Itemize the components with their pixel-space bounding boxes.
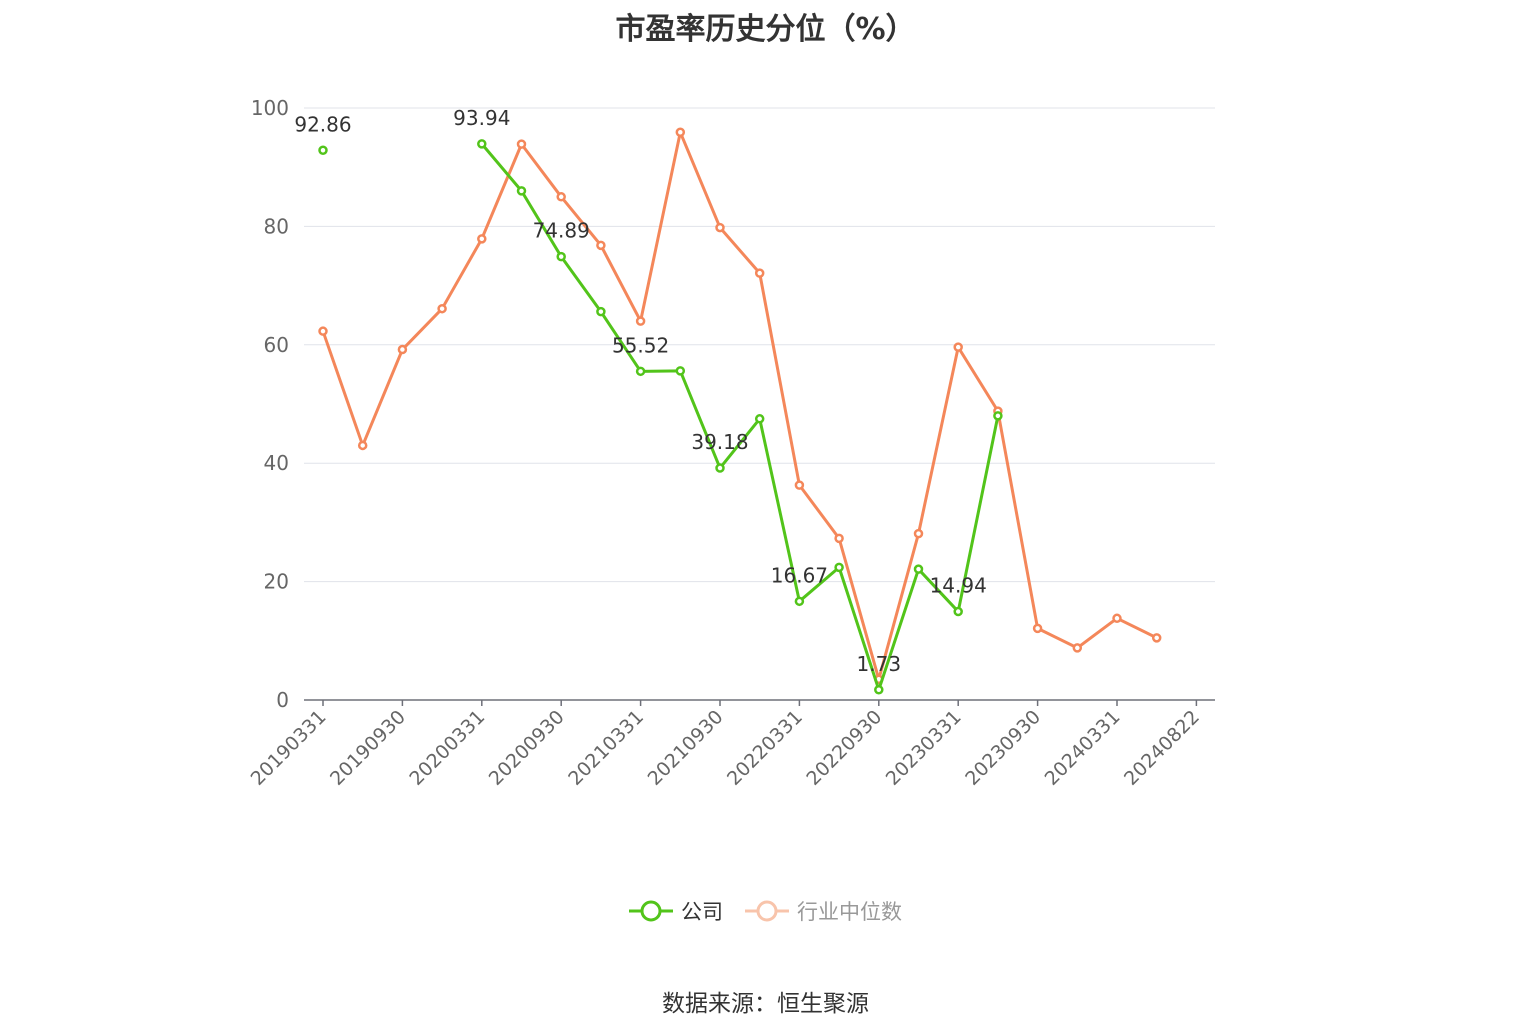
data-label: 92.86 — [294, 112, 351, 136]
y-tick-label: 20 — [264, 570, 289, 594]
data-point — [1072, 643, 1083, 653]
data-point — [675, 366, 686, 376]
x-tick-label: 20210930 — [644, 706, 728, 790]
x-tick-label: 20230331 — [882, 706, 966, 790]
grid-lines — [304, 107, 1215, 583]
data-point — [477, 234, 487, 244]
y-axis: 0 20 40 60 80 100 — [251, 96, 289, 712]
data-point — [794, 596, 805, 607]
data-label: 93.94 — [453, 106, 510, 130]
series-line-1 — [321, 130, 1158, 681]
x-tick-label: 20200331 — [405, 706, 489, 790]
data-point — [715, 222, 725, 233]
data-point — [715, 463, 725, 473]
x-tick-label: 20220331 — [723, 706, 807, 790]
x-tick-label: 20190930 — [326, 706, 410, 790]
data-point — [516, 186, 527, 196]
data-point — [556, 251, 566, 262]
x-tick-label: 20190331 — [247, 706, 331, 790]
data-point — [993, 411, 1003, 421]
line-chart: 2019033120190930202003312020093020210331… — [247, 96, 1215, 790]
x-tick-label: 20230930 — [961, 706, 1045, 790]
data-label: 1.73 — [857, 652, 902, 676]
legend-item-industry-median[interactable]: 行业中位数 — [745, 896, 902, 926]
data-point — [318, 145, 328, 156]
x-tick-label: 20240822 — [1120, 706, 1204, 790]
data-point — [754, 268, 765, 278]
data-point — [596, 306, 606, 317]
y-tick-label: 80 — [264, 214, 289, 238]
legend-company-label: 公司 — [681, 900, 723, 924]
series-lines — [318, 127, 1162, 695]
legend-company-marker-icon — [629, 900, 673, 922]
data-point — [1112, 613, 1122, 624]
data-point — [913, 528, 924, 539]
data-point — [794, 480, 805, 490]
data-point — [437, 303, 447, 314]
data-label: 55.52 — [612, 333, 669, 357]
y-tick-label: 0 — [276, 688, 289, 712]
data-point — [675, 127, 686, 138]
y-tick-label: 60 — [264, 333, 289, 357]
data-label: 16.67 — [771, 563, 828, 587]
data-point — [834, 533, 844, 544]
data-point — [477, 139, 487, 149]
data-point — [516, 139, 527, 149]
data-point — [357, 440, 368, 451]
data-point — [318, 326, 328, 336]
series-line-0 — [480, 142, 1000, 692]
data-point — [913, 564, 924, 574]
data-point — [596, 240, 606, 251]
legend-item-company[interactable]: 公司 — [629, 896, 723, 926]
data-label: 14.94 — [930, 574, 987, 598]
y-tick-label: 100 — [251, 96, 289, 120]
legend-industry-label: 行业中位数 — [797, 900, 902, 924]
data-point — [1151, 633, 1162, 643]
data-point — [635, 366, 646, 377]
data-point — [953, 606, 963, 617]
data-label: 74.89 — [533, 219, 590, 243]
data-point — [834, 562, 844, 573]
y-tick-label: 40 — [264, 451, 289, 475]
x-tick-label: 20200930 — [485, 706, 569, 790]
data-point — [754, 414, 765, 424]
data-point — [1032, 623, 1043, 634]
data-point — [874, 685, 884, 695]
data-point — [556, 192, 566, 202]
legend: 公司 行业中位数 — [0, 896, 1531, 926]
data-point — [635, 316, 646, 326]
x-tick-label: 20220930 — [802, 706, 886, 790]
chart-title: 市盈率历史分位（%） — [615, 12, 916, 47]
legend-industry-marker-icon — [745, 900, 789, 922]
x-tick-label: 20240331 — [1041, 706, 1125, 790]
data-source: 数据来源：恒生聚源 — [662, 991, 869, 1017]
data-labels: 92.86 93.94 74.89 55.52 39.18 16.67 1.73 14.94 — [294, 106, 986, 676]
x-axis: 2019033120190930202003312020093020210331… — [247, 699, 1215, 790]
data-label: 39.18 — [691, 430, 748, 454]
x-tick-label: 20210331 — [564, 706, 648, 790]
data-point — [397, 344, 408, 355]
data-point — [953, 342, 963, 352]
